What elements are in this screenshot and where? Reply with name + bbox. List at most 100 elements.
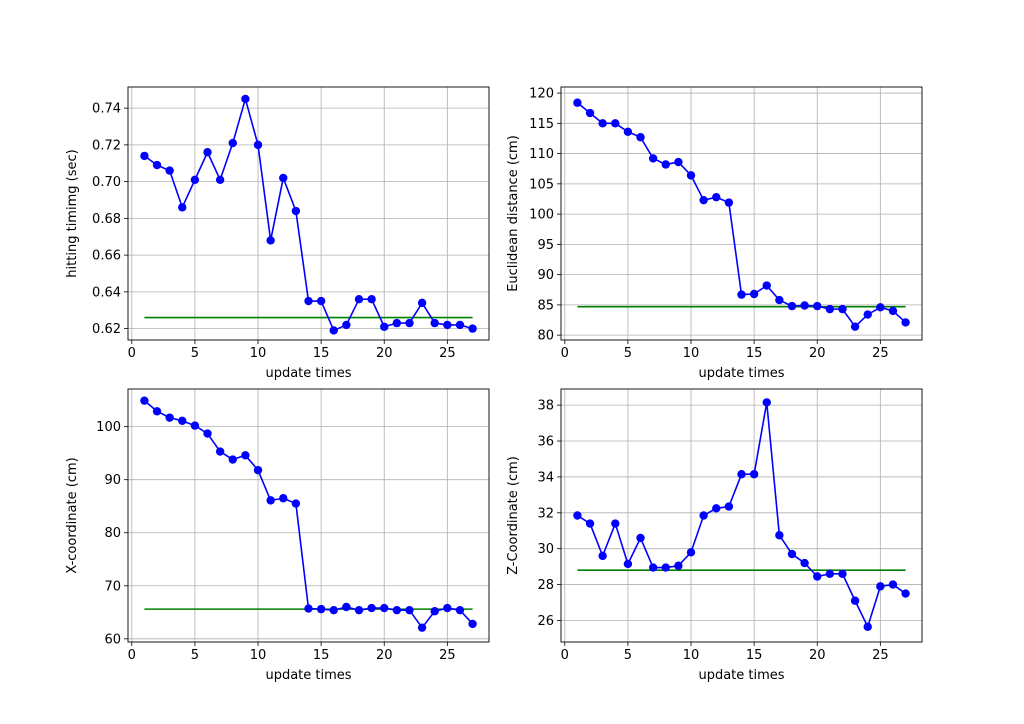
data-point <box>825 569 835 579</box>
data-point <box>800 301 809 310</box>
y-tick-label: 90 <box>104 473 121 488</box>
y-tick-label: 0.74 <box>92 102 121 117</box>
data-point <box>342 320 351 330</box>
axes-frame <box>127 86 490 341</box>
y-tick-label: 0.70 <box>92 175 121 190</box>
data-point <box>468 619 477 629</box>
x-tick-label: 25 <box>439 346 456 361</box>
data-point <box>648 154 658 163</box>
data-point <box>165 413 174 422</box>
data-point <box>140 151 149 161</box>
data-point <box>380 322 389 331</box>
data-point <box>228 138 237 148</box>
x-tick-label: 5 <box>191 648 199 663</box>
x-tick-label: 20 <box>376 648 393 663</box>
y-tick-label: 0.64 <box>92 285 121 300</box>
data-point <box>279 494 288 503</box>
data-point <box>304 604 313 613</box>
data-point <box>787 301 797 311</box>
x-tick-label: 10 <box>683 346 700 361</box>
y-axis-label: X-coordinate (cm) <box>65 457 80 573</box>
data-point <box>813 572 822 581</box>
data-point <box>430 607 439 616</box>
x-tick-label: 10 <box>250 346 267 361</box>
data-point <box>850 322 860 331</box>
data-point <box>316 296 326 306</box>
data-point <box>850 596 860 605</box>
data-point <box>699 511 708 520</box>
data-point <box>291 206 301 216</box>
data-point <box>241 94 250 104</box>
data-point <box>876 303 885 312</box>
y-tick-label: 36 <box>537 435 554 450</box>
data-point <box>392 605 402 615</box>
data-point <box>392 318 402 328</box>
data-point <box>266 236 275 245</box>
data-point <box>405 605 414 615</box>
x-tick-label: 20 <box>809 346 826 361</box>
data-point <box>443 320 452 330</box>
y-tick-label: 80 <box>537 329 554 344</box>
data-point <box>190 421 200 430</box>
x-axis-label: update times <box>698 366 784 381</box>
data-point <box>279 173 288 183</box>
euclidean-distance-panel: 0 5 10 15 20 25 80 85 90 95 100 105 110 115 120 update … <box>506 86 923 381</box>
x-axis-label: update times <box>265 366 351 381</box>
data-point <box>724 502 734 511</box>
data-point <box>888 306 898 316</box>
data-point <box>430 318 439 328</box>
data-point <box>636 133 645 142</box>
data-point <box>228 455 237 464</box>
data-point <box>838 569 847 579</box>
x-coordinate-panel: 0 5 10 15 20 25 60 70 80 90 100 update times X-coord… <box>65 388 490 683</box>
data-point <box>455 605 465 615</box>
data-point <box>724 198 734 207</box>
y-tick-label: 32 <box>537 506 554 521</box>
data-point <box>623 559 633 569</box>
x-axis-label: update times <box>265 668 351 683</box>
y-tick-label: 26 <box>537 614 554 629</box>
data-point <box>455 320 465 330</box>
data-point <box>354 295 364 304</box>
data-point <box>674 561 683 570</box>
x-tick-label: 15 <box>313 346 330 361</box>
data-point <box>304 296 313 306</box>
data-point <box>863 622 872 631</box>
data-point <box>636 533 645 543</box>
x-tick-label: 0 <box>561 346 569 361</box>
data-point <box>241 451 250 460</box>
data-point <box>417 298 427 308</box>
data-point <box>152 407 162 416</box>
x-tick-label: 15 <box>313 648 330 663</box>
x-tick-label: 5 <box>624 648 632 663</box>
data-point <box>800 558 809 568</box>
axes-frame <box>560 388 923 643</box>
data-point <box>405 318 414 328</box>
x-tick-label: 5 <box>624 346 632 361</box>
axes-frame <box>560 86 923 341</box>
data-point <box>342 602 351 612</box>
data-point <box>316 604 326 614</box>
data-point <box>215 175 225 184</box>
data-point <box>611 519 620 528</box>
x-tick-label: 10 <box>250 648 267 663</box>
data-point <box>775 531 784 540</box>
data-point <box>876 582 885 591</box>
data-point <box>266 496 275 505</box>
x-tick-label: 0 <box>561 648 569 663</box>
y-tick-label: 105 <box>529 177 554 192</box>
data-point <box>623 127 633 136</box>
data-point <box>838 304 847 314</box>
data-point <box>674 157 683 167</box>
data-point <box>888 580 898 589</box>
x-tick-label: 20 <box>809 648 826 663</box>
x-tick-label: 15 <box>746 346 763 361</box>
data-point <box>165 166 174 175</box>
y-tick-label: 60 <box>104 632 121 647</box>
data-point <box>190 175 200 184</box>
data-point <box>813 301 822 311</box>
x-tick-label: 25 <box>872 648 889 663</box>
data-point <box>573 511 582 520</box>
y-tick-label: 110 <box>529 147 554 162</box>
